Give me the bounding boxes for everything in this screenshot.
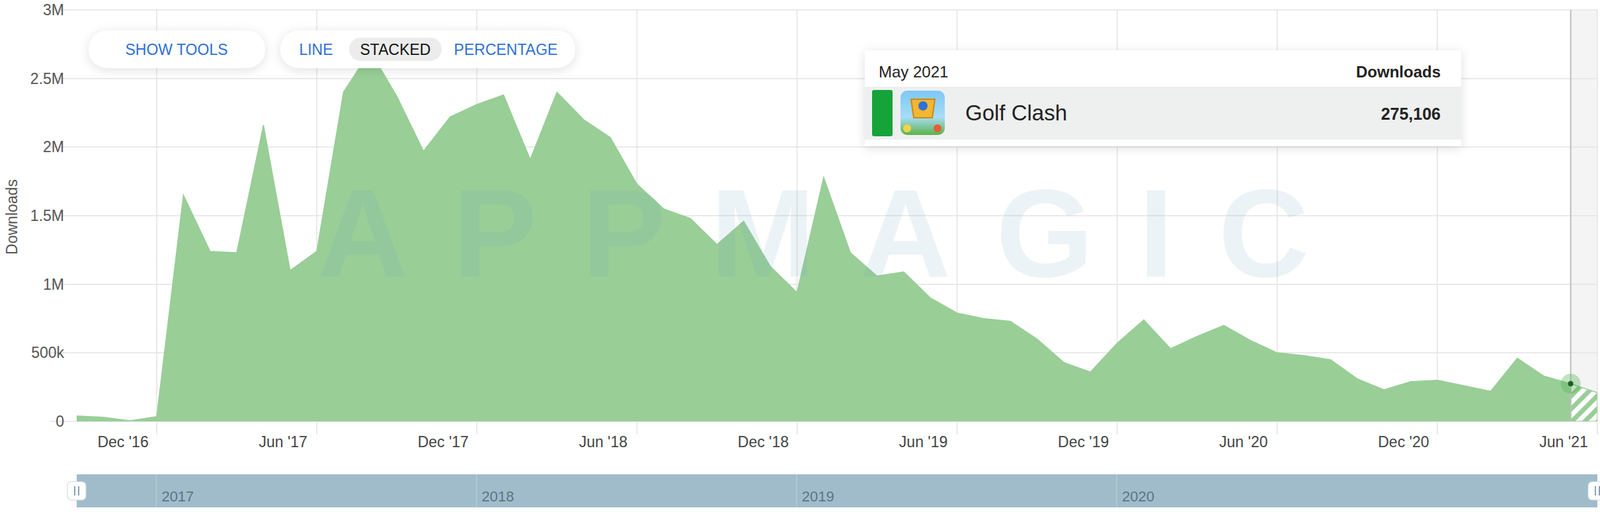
tooltip-value: 275,106 [1381,104,1441,123]
navigator-separator [1116,474,1118,508]
x-tick-label: Jun '20 [1219,433,1268,451]
navigator-label: 2017 [161,487,194,505]
hover-halo [1560,373,1581,394]
x-tick-label: Jun '19 [899,433,948,451]
navigator-separator [796,474,798,508]
mode-button[interactable]: PERCENTAGE [454,40,559,59]
x-tick-label: Dec '19 [1057,433,1109,451]
area [76,50,1571,422]
mode-pill[interactable] [280,30,576,69]
navigator-label: 2019 [801,487,835,505]
x-grid-line [156,9,158,435]
y-tick-label: 2M [42,138,65,156]
tooltip-series-name: Golf Clash [965,100,1068,125]
areas [76,50,1598,422]
x-tick-label: Dec '20 [1377,433,1429,451]
tools-pill[interactable] [88,30,266,69]
app-icon [900,90,945,135]
y-tick-label: 1M [42,275,65,293]
y-tick-label: 1.5M [30,206,65,225]
app-icon-ball [918,101,928,111]
x-tick-label: Jun '17 [258,433,307,451]
y-grid-line [50,9,1598,11]
tooltip-box [864,50,1462,147]
tooltip-header: Downloads [1356,62,1441,81]
app-icon-dot [903,124,912,133]
x-tick-label: Dec '18 [737,433,789,451]
x-tick-label: Dec '17 [417,433,469,451]
hover-line [1570,9,1572,422]
x-grid-line [1596,9,1599,435]
controls: SHOW TOOLS LINE STACKED PERCENTAGE [88,30,576,69]
y-tick-label: 0 [55,412,65,430]
tools-button[interactable]: SHOW TOOLS [124,40,228,59]
handle-grip [1594,485,1597,496]
y-tick-label: 3M [42,1,65,19]
mode-button[interactable]: STACKED [360,40,432,59]
handle-grip [74,485,76,496]
handle-body[interactable] [67,481,86,500]
navigator-label: 2020 [1121,487,1155,505]
navigator-handle[interactable] [67,481,86,500]
x-tick-label: Dec '16 [97,433,149,451]
x-tick-label: Jun '21 [1539,433,1588,451]
mode-button[interactable]: LINE [298,40,333,59]
x-tick-label: Jun '18 [579,433,628,451]
navigator [76,474,1598,508]
handle-grip [1598,485,1600,496]
y-axis-title: Downloads [3,179,21,255]
y-grid-line [50,146,1598,149]
handle-grip [78,485,80,496]
handle-body[interactable] [1588,481,1600,500]
hover-point [1568,380,1574,387]
tooltip-swatch [872,89,893,137]
app-icon-dot [933,124,942,133]
watermark: APPMAGIC [317,162,1310,303]
app-icon-cup [911,99,935,118]
y-tick-label: 500k [31,343,65,361]
tooltip-title: May 2021 [878,62,949,81]
app-icon-bg [900,90,945,135]
grid [50,9,1598,435]
navigator-handle[interactable] [1588,481,1600,500]
y-tick-label: 2.5M [30,70,65,88]
navigator-separator [156,474,158,508]
tooltip-row [864,86,1462,140]
mode-active-bg [349,37,442,61]
tooltip: May 2021 Downloads Golf Clash 275,106 [864,50,1462,147]
navigator-separator [476,474,478,508]
chart: APPMAGIC 0 500k 1M 1.5M 2M 2.5M 3M Downloads Dec … [0,0,1600,516]
navigator-label: 2018 [481,487,515,505]
